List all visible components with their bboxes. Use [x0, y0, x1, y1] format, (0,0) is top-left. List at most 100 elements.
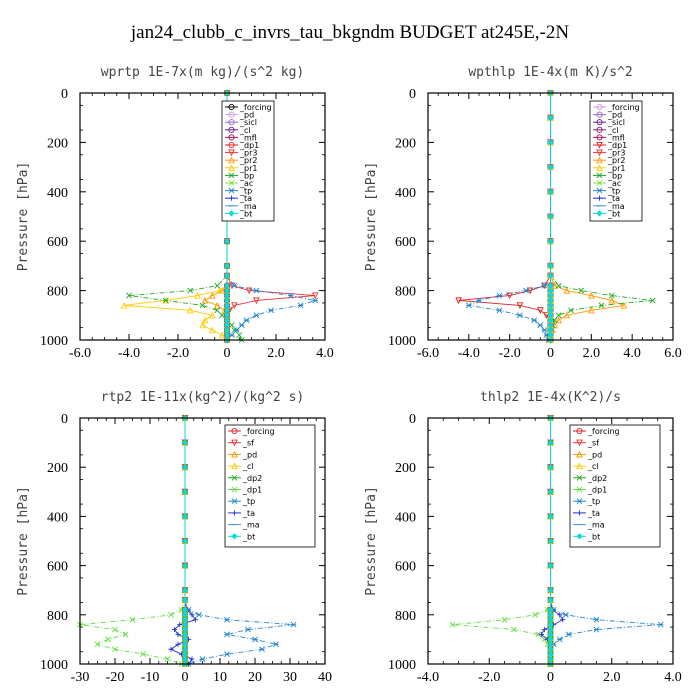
data-point: [181, 464, 189, 471]
data-point: [168, 611, 174, 618]
x-tick-label: -6.0: [417, 346, 439, 361]
data-point: [555, 282, 562, 289]
data-point: [223, 272, 231, 279]
legend-item: _ta: [225, 194, 252, 203]
x-tick-label: 2.0: [267, 346, 285, 361]
legend-marker: [231, 510, 238, 516]
legend-marker: [228, 210, 235, 217]
legend-item: _bt: [228, 532, 255, 541]
data-point: [181, 562, 189, 569]
data-point: [541, 282, 548, 289]
legend-label: _ma: [239, 202, 257, 211]
data-point: [243, 317, 250, 324]
data-point: [556, 636, 563, 643]
legend-item: _tp: [573, 497, 600, 506]
data-point: [223, 262, 231, 269]
x-tick-label: -2.0: [167, 346, 189, 361]
legend-box: [569, 424, 661, 548]
legend-marker: [576, 439, 583, 447]
data-point: [94, 641, 101, 648]
legend-label: _sf: [242, 439, 254, 448]
legend-label: _tp: [607, 187, 620, 196]
legend-label: _pd: [242, 450, 257, 459]
legend-item: _ac: [593, 179, 621, 188]
x-tick-label: 4.0: [316, 346, 334, 361]
y-tick-label: 1000: [40, 334, 68, 349]
series-line: [458, 93, 551, 340]
y-tick-label: 600: [47, 235, 68, 250]
y-tick-label: 0: [61, 412, 68, 427]
legend-label: _cl: [607, 126, 619, 135]
data-point: [538, 631, 544, 638]
figure-title: jan24_clubb_c_invrs_tau_bkgndm BUDGET at…: [130, 22, 570, 43]
data-point: [311, 292, 319, 300]
data-point: [523, 287, 529, 294]
data-point: [189, 656, 195, 662]
legend-label: _dp1: [607, 141, 627, 150]
x-tick-label: -2.0: [478, 670, 500, 685]
data-point: [449, 621, 456, 628]
data-point: [199, 321, 206, 329]
data-point: [175, 631, 181, 638]
panel-4: thlp2 1E-4x(K^2)/s Pressure [hPa] -4.0 -2.0…: [364, 390, 682, 685]
data-point: [312, 297, 319, 304]
data-point: [181, 439, 189, 446]
x-tick-label: 4.0: [664, 670, 682, 685]
legend-marker: [576, 427, 583, 435]
legend-item: _pr3: [593, 149, 625, 158]
data-point: [218, 331, 226, 339]
data-point: [112, 646, 118, 653]
x-tick-label: -4.0: [458, 346, 480, 361]
legend-marker: [228, 134, 235, 141]
x-tick-label: -20: [106, 670, 125, 685]
legend-item: _ac: [225, 179, 253, 188]
legend-marker: [228, 119, 235, 126]
data-point: [510, 626, 517, 633]
legend-label: _bp: [239, 171, 254, 180]
legend-marker: [576, 462, 583, 470]
y-tick-label: 1000: [40, 658, 68, 673]
plot-frame: [79, 92, 326, 341]
data-point: [547, 238, 554, 245]
legend-marker: [228, 141, 235, 149]
legend-marker: [228, 195, 235, 201]
data-point: [598, 302, 605, 309]
legend-marker: [596, 210, 603, 217]
legend-item: _pr2: [225, 156, 257, 165]
data-point: [506, 292, 513, 300]
data-point: [620, 301, 628, 309]
plot-frame: [427, 92, 674, 341]
legend-marker: [596, 134, 603, 141]
data-point: [253, 312, 260, 319]
legend-marker: [576, 450, 583, 458]
legend-label: _ma: [607, 202, 625, 211]
legend-marker: [576, 474, 583, 481]
x-tick-label: 4.0: [623, 346, 641, 361]
legend-label: _bt: [242, 532, 255, 541]
data-point: [547, 587, 554, 594]
legend-label: _ma: [587, 521, 605, 530]
data-point: [547, 262, 554, 269]
y-tick-label: 600: [395, 235, 416, 250]
legend-label: _ac: [607, 179, 621, 188]
data-point: [194, 291, 201, 299]
data-point: [501, 616, 508, 623]
plot-frame: [427, 417, 674, 665]
legend-item: _cl: [225, 126, 251, 135]
x-tick-label: -4.0: [417, 670, 439, 685]
legend-label: _bt: [239, 209, 252, 218]
data-point: [516, 302, 524, 310]
data-point: [547, 537, 554, 545]
data-point: [120, 301, 128, 309]
data-point: [252, 636, 258, 643]
data-point: [532, 611, 539, 618]
x-tick-label: -4.0: [118, 346, 140, 361]
data-point: [526, 287, 534, 295]
legend-item: _forcing: [593, 103, 640, 112]
legend-marker: [231, 450, 238, 458]
x-tick-label: -2.0: [499, 346, 521, 361]
legend-item: _pr1: [593, 164, 625, 173]
data-point: [563, 286, 571, 294]
data-point: [547, 114, 554, 121]
panel-3: rtp2 1E-11x(kg^2)/(kg^2 s) Pressure [hPa]…: [16, 390, 332, 685]
